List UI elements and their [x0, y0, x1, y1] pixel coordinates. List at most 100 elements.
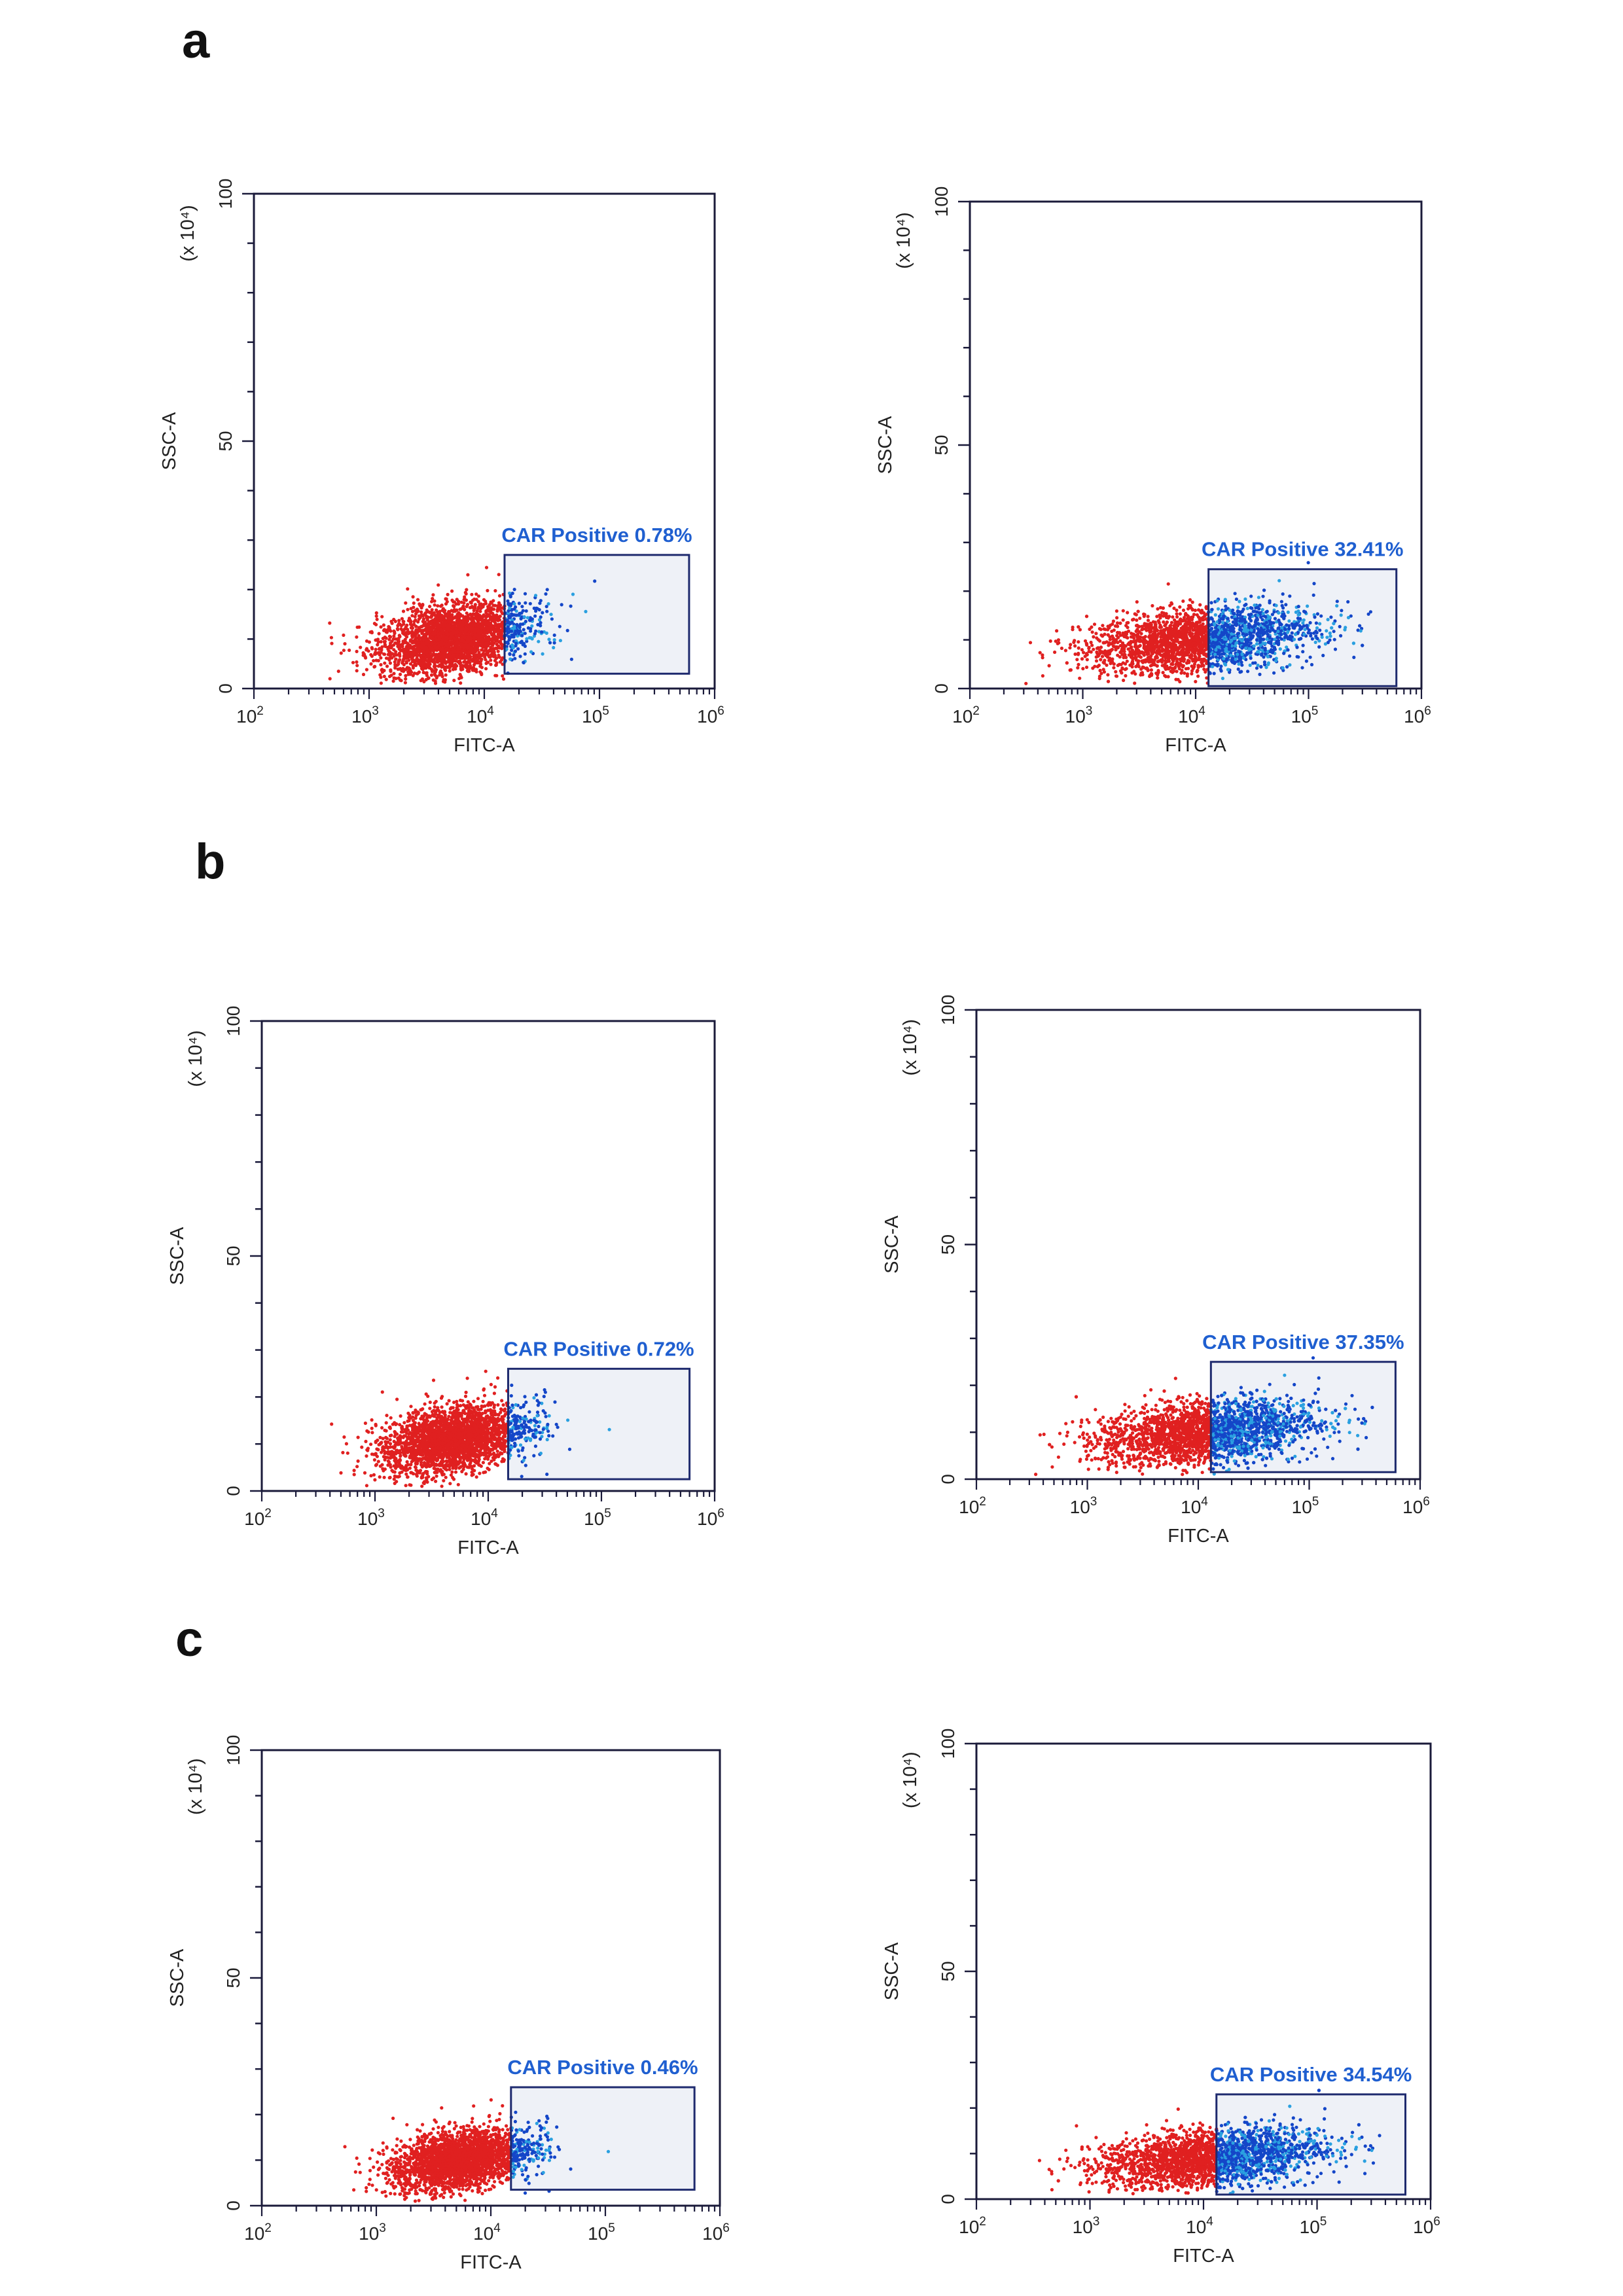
panel-letter-a: a [182, 13, 210, 69]
gate-fill [508, 1369, 690, 1480]
gate-label: CAR Positive 32.41% [1202, 538, 1403, 561]
x-tick-label: 106 [697, 704, 724, 726]
y-axis-title: SSC-A [167, 1227, 188, 1285]
y-tick-label: 50 [223, 1246, 243, 1266]
y-tick-label: 0 [938, 1474, 958, 1484]
gate-outline [1215, 2093, 1407, 2196]
x-tick-label: 104 [467, 704, 494, 726]
x-tick-label: 104 [1186, 2215, 1213, 2237]
y-tick-label: 100 [215, 179, 236, 209]
event-population [328, 565, 597, 685]
y-tick-label: 50 [931, 435, 952, 455]
x-tick-label: 105 [1292, 1495, 1319, 1517]
x-tick-label: 105 [588, 2221, 615, 2244]
y-tick-label: 0 [223, 1486, 243, 1496]
y-axis-multiplier: (x 10⁴) [900, 1019, 921, 1076]
y-axis: 0 50 100 [223, 1735, 262, 2211]
x-axis-title: FITC-A [1168, 1526, 1229, 1547]
y-axis-multiplier: (x 10⁴) [177, 205, 198, 262]
x-tick-label: 106 [1402, 1495, 1430, 1517]
x-tick-label: 102 [244, 1507, 272, 1529]
y-tick-label: 100 [223, 1006, 243, 1037]
panel-letter-c: c [175, 1611, 203, 1667]
event-population [1037, 2089, 1382, 2196]
x-tick-label: 105 [1300, 2215, 1327, 2237]
gate-outline [510, 2086, 696, 2191]
y-axis-title: SSC-A [875, 416, 896, 474]
x-tick-label: 103 [351, 704, 379, 726]
x-tick-label: 103 [1073, 2215, 1100, 2237]
x-tick-label: 104 [1181, 1495, 1208, 1517]
y-axis: 0 50 100 [931, 187, 970, 694]
x-tick-label: 103 [359, 2221, 386, 2244]
x-tick-label: 106 [697, 1507, 724, 1529]
scatter-plot-2: CAR Positive 32.41% 0 50 100 SSC-A (x 10⁴) 102… [875, 187, 1431, 756]
x-tick-label: 103 [357, 1507, 385, 1529]
x-axis: 102 103 104 105 106 [244, 1491, 724, 1529]
y-tick-label: 50 [215, 431, 236, 451]
gate-outline [503, 554, 690, 675]
x-tick-label: 104 [1178, 704, 1205, 726]
x-tick-label: 102 [959, 2215, 986, 2237]
x-tick-label: 102 [959, 1495, 986, 1517]
x-tick-label: 103 [1065, 704, 1093, 726]
gate-outline [507, 1367, 691, 1480]
y-axis-multiplier: (x 10⁴) [893, 212, 914, 269]
x-tick-label: 105 [582, 704, 609, 726]
gate-outline [1207, 568, 1398, 687]
y-axis-title: SSC-A [882, 1215, 902, 1274]
y-axis-multiplier: (x 10⁴) [185, 1758, 206, 1815]
y-axis-title: SSC-A [882, 1942, 902, 2000]
y-axis-title: SSC-A [159, 412, 180, 470]
x-axis-title: FITC-A [1165, 735, 1226, 756]
gate-label: CAR Positive 37.35% [1202, 1331, 1404, 1354]
event-population [330, 1369, 611, 1488]
gate-fill [504, 554, 689, 674]
y-axis-multiplier: (x 10⁴) [185, 1030, 206, 1087]
event-population [1024, 561, 1372, 685]
x-tick-label: 102 [244, 2221, 272, 2244]
y-tick-label: 0 [215, 683, 236, 694]
gate-label: CAR Positive 0.78% [501, 524, 692, 547]
y-tick-label: 50 [223, 1967, 243, 1988]
x-axis-title: FITC-A [454, 735, 515, 756]
x-tick-label: 102 [952, 704, 980, 726]
x-axis-title: FITC-A [457, 1537, 519, 1558]
gate-label: CAR Positive 0.72% [503, 1337, 694, 1360]
y-axis: 0 50 100 [223, 1006, 262, 1496]
x-tick-label: 103 [1070, 1495, 1097, 1517]
gate-outline [1209, 1361, 1397, 1473]
y-tick-label: 100 [931, 187, 952, 217]
gate-label: CAR Positive 34.54% [1210, 2063, 1412, 2086]
y-axis: 0 50 100 [938, 1729, 976, 2204]
x-tick-label: 102 [236, 704, 264, 726]
panel-letter-b: b [195, 834, 225, 889]
x-tick-label: 105 [1291, 704, 1319, 726]
y-tick-label: 0 [931, 683, 952, 694]
x-axis-title: FITC-A [460, 2252, 522, 2273]
x-tick-label: 106 [1413, 2215, 1440, 2237]
x-tick-label: 104 [471, 1507, 498, 1529]
x-axis: 102 103 104 105 106 [959, 2199, 1440, 2237]
x-tick-label: 105 [584, 1507, 611, 1529]
y-tick-label: 100 [938, 1729, 958, 1759]
y-tick-label: 50 [938, 1961, 958, 1981]
gate-label: CAR Positive 0.46% [507, 2056, 698, 2079]
x-axis: 102 103 104 105 106 [244, 2206, 730, 2244]
y-tick-label: 100 [223, 1735, 243, 1766]
event-population [343, 2098, 611, 2203]
y-tick-label: 50 [938, 1234, 958, 1255]
y-axis-multiplier: (x 10⁴) [900, 1751, 921, 1808]
x-tick-label: 106 [702, 2221, 730, 2244]
y-axis-title: SSC-A [167, 1948, 188, 2007]
x-tick-label: 104 [473, 2221, 501, 2244]
scatter-plot-6: CAR Positive 34.54% 0 50 100 SSC-A (x 10⁴) 102… [882, 1729, 1440, 2267]
x-axis: 102 103 104 105 106 [959, 1479, 1430, 1517]
x-tick-label: 106 [1404, 704, 1431, 726]
x-axis: 102 103 104 105 106 [236, 689, 724, 726]
scatter-plot-4: CAR Positive 37.35% 0 50 100 SSC-A (x 10⁴) 102… [882, 995, 1430, 1547]
